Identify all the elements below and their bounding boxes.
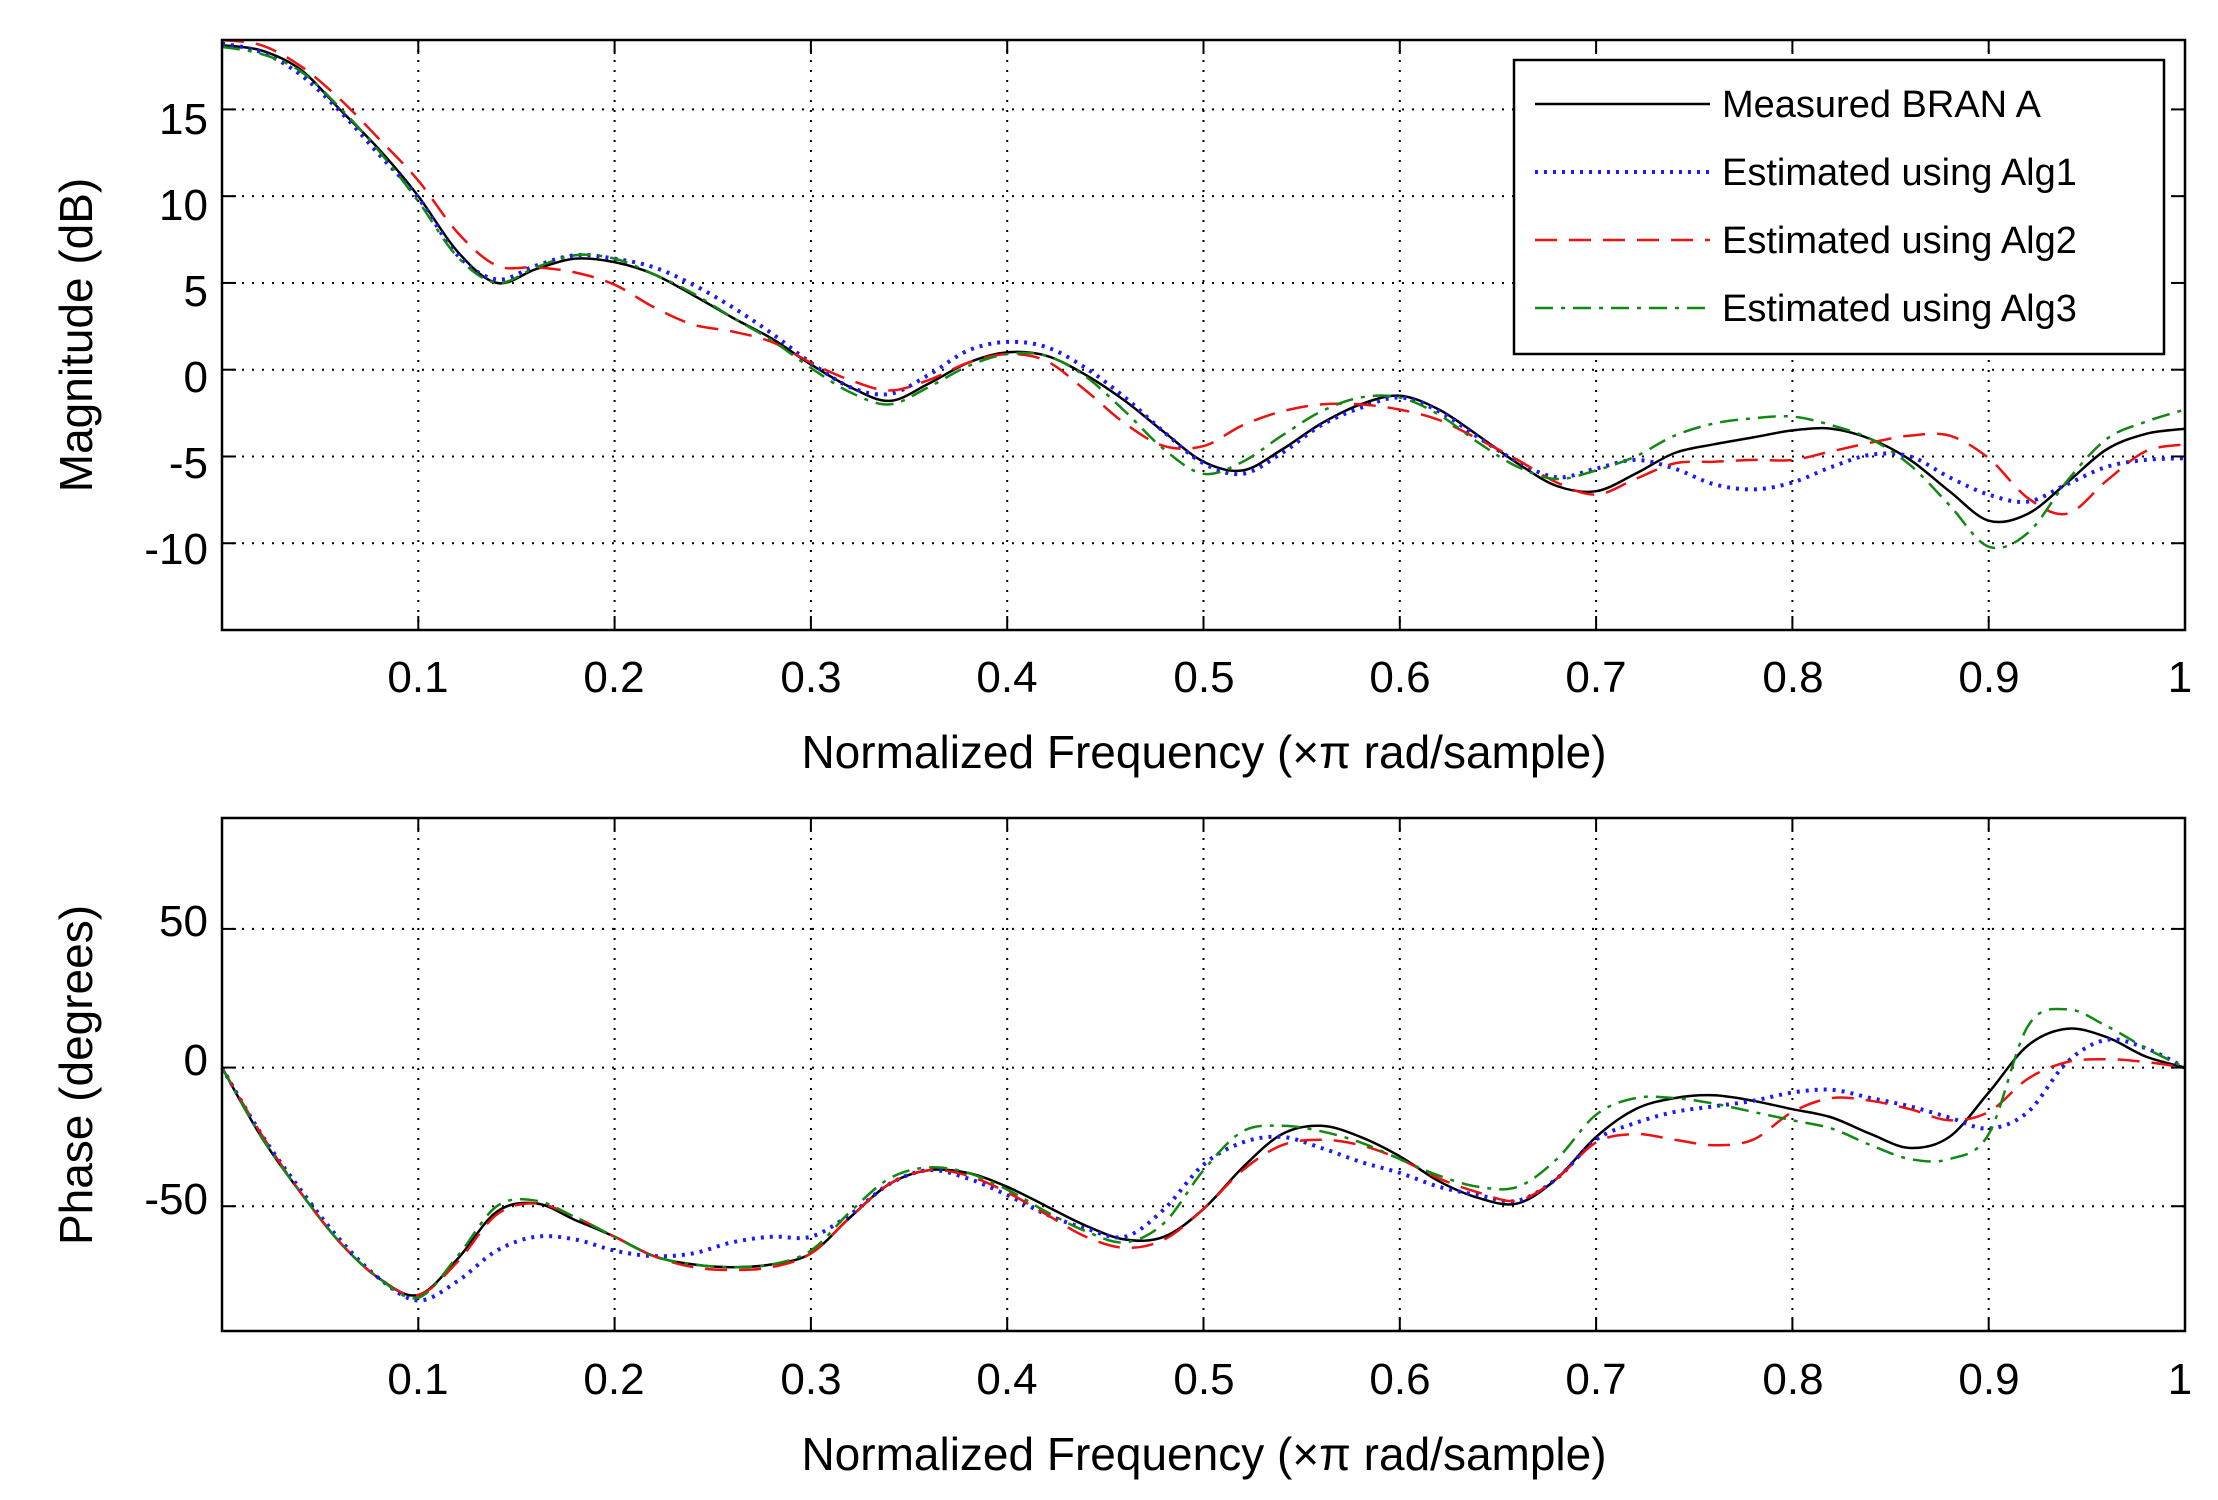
phase-x-tick-label: 0.4 (976, 1355, 1037, 1404)
magnitude-y-tick-labels: 15 10 5 0 -5 -10 (144, 95, 208, 574)
magnitude-y-axis-label: Magnitude (dB) (50, 178, 102, 493)
magnitude-x-tick-label: 0.1 (387, 653, 448, 702)
phase-x-tick-label: 0.6 (1369, 1355, 1430, 1404)
magnitude-x-tick-label: 0.8 (1762, 653, 1823, 702)
legend-label: Measured BRAN A (1722, 84, 2042, 126)
magnitude-x-tick-label: 0.9 (1958, 653, 2019, 702)
magnitude-x-tick-labels: 0.1 0.2 0.3 0.4 0.5 0.6 0.7 0.8 0.9 1 (387, 653, 2192, 702)
phase-y-axis-label: Phase (degrees) (50, 905, 102, 1245)
magnitude-y-tick-label: -5 (169, 439, 208, 488)
phase-x-tick-label: 0.5 (1173, 1355, 1234, 1404)
magnitude-y-tick-label: 15 (159, 95, 208, 144)
phase-plot-area (222, 818, 2185, 1331)
phase-series-estimated-using-alg1 (220, 1037, 2186, 1303)
phase-y-tick-labels: 50 0 -50 (144, 897, 208, 1224)
magnitude-y-tick-label: -10 (144, 525, 208, 574)
phase-y-tick-label: -50 (144, 1175, 208, 1224)
legend: Measured BRAN A Estimated using Alg1 Est… (1512, 58, 2166, 356)
legend-entry: Measured BRAN A (1535, 84, 2042, 126)
phase-ticks (222, 818, 2186, 1331)
magnitude-x-tick-label: 0.7 (1565, 653, 1626, 702)
phase-x-tick-label: 1 (2168, 1355, 2192, 1404)
magnitude-x-tick-label: 1 (2168, 653, 2192, 702)
legend-entry: Estimated using Alg3 (1535, 288, 2077, 330)
magnitude-plot: 0.1 0.2 0.3 0.4 0.5 0.6 0.7 0.8 0.9 1 15… (50, 38, 2192, 778)
magnitude-y-tick-label: 10 (159, 181, 208, 230)
phase-x-tick-label: 0.1 (387, 1355, 448, 1404)
phase-x-tick-labels: 0.1 0.2 0.3 0.4 0.5 0.6 0.7 0.8 0.9 1 (387, 1355, 2192, 1404)
phase-y-tick-label: 50 (159, 897, 208, 946)
legend-label: Estimated using Alg1 (1722, 152, 2077, 194)
magnitude-x-tick-label: 0.5 (1173, 653, 1234, 702)
magnitude-grid (222, 40, 2185, 630)
magnitude-x-tick-label: 0.4 (976, 653, 1037, 702)
phase-series (220, 1007, 2186, 1303)
magnitude-y-tick-label: 5 (184, 267, 208, 316)
magnitude-ticks (222, 40, 2186, 630)
magnitude-series-estimated-using-alg3 (221, 45, 2186, 550)
magnitude-series-estimated-using-alg2 (221, 38, 2186, 516)
phase-series-estimated-using-alg3 (220, 1007, 2186, 1300)
magnitude-x-tick-label: 0.3 (780, 653, 841, 702)
magnitude-x-tick-label: 0.6 (1369, 653, 1430, 702)
magnitude-series-estimated-using-alg1 (221, 41, 2186, 504)
magnitude-y-tick-label: 0 (184, 353, 208, 402)
phase-x-tick-label: 0.9 (1958, 1355, 2019, 1404)
phase-grid (222, 818, 2185, 1331)
legend-box (1512, 58, 2166, 356)
phase-y-tick-label: 0 (184, 1036, 208, 1085)
phase-x-tick-label: 0.7 (1565, 1355, 1626, 1404)
magnitude-series (221, 38, 2186, 550)
phase-x-tick-label: 0.3 (780, 1355, 841, 1404)
magnitude-x-axis-label: Normalized Frequency (×π rad/sample) (801, 726, 1606, 778)
legend-entry: Estimated using Alg1 (1535, 152, 2077, 194)
magnitude-x-tick-label: 0.2 (583, 653, 644, 702)
legend-entry: Estimated using Alg2 (1535, 220, 2077, 262)
legend-label: Estimated using Alg2 (1722, 220, 2077, 262)
phase-series-estimated-using-alg2 (220, 1057, 2186, 1297)
phase-x-tick-label: 0.8 (1762, 1355, 1823, 1404)
phase-x-axis-label: Normalized Frequency (×π rad/sample) (801, 1428, 1606, 1480)
legend-label: Estimated using Alg3 (1722, 288, 2077, 330)
phase-plot: 0.1 0.2 0.3 0.4 0.5 0.6 0.7 0.8 0.9 1 50… (50, 816, 2192, 1480)
phase-x-tick-label: 0.2 (583, 1355, 644, 1404)
